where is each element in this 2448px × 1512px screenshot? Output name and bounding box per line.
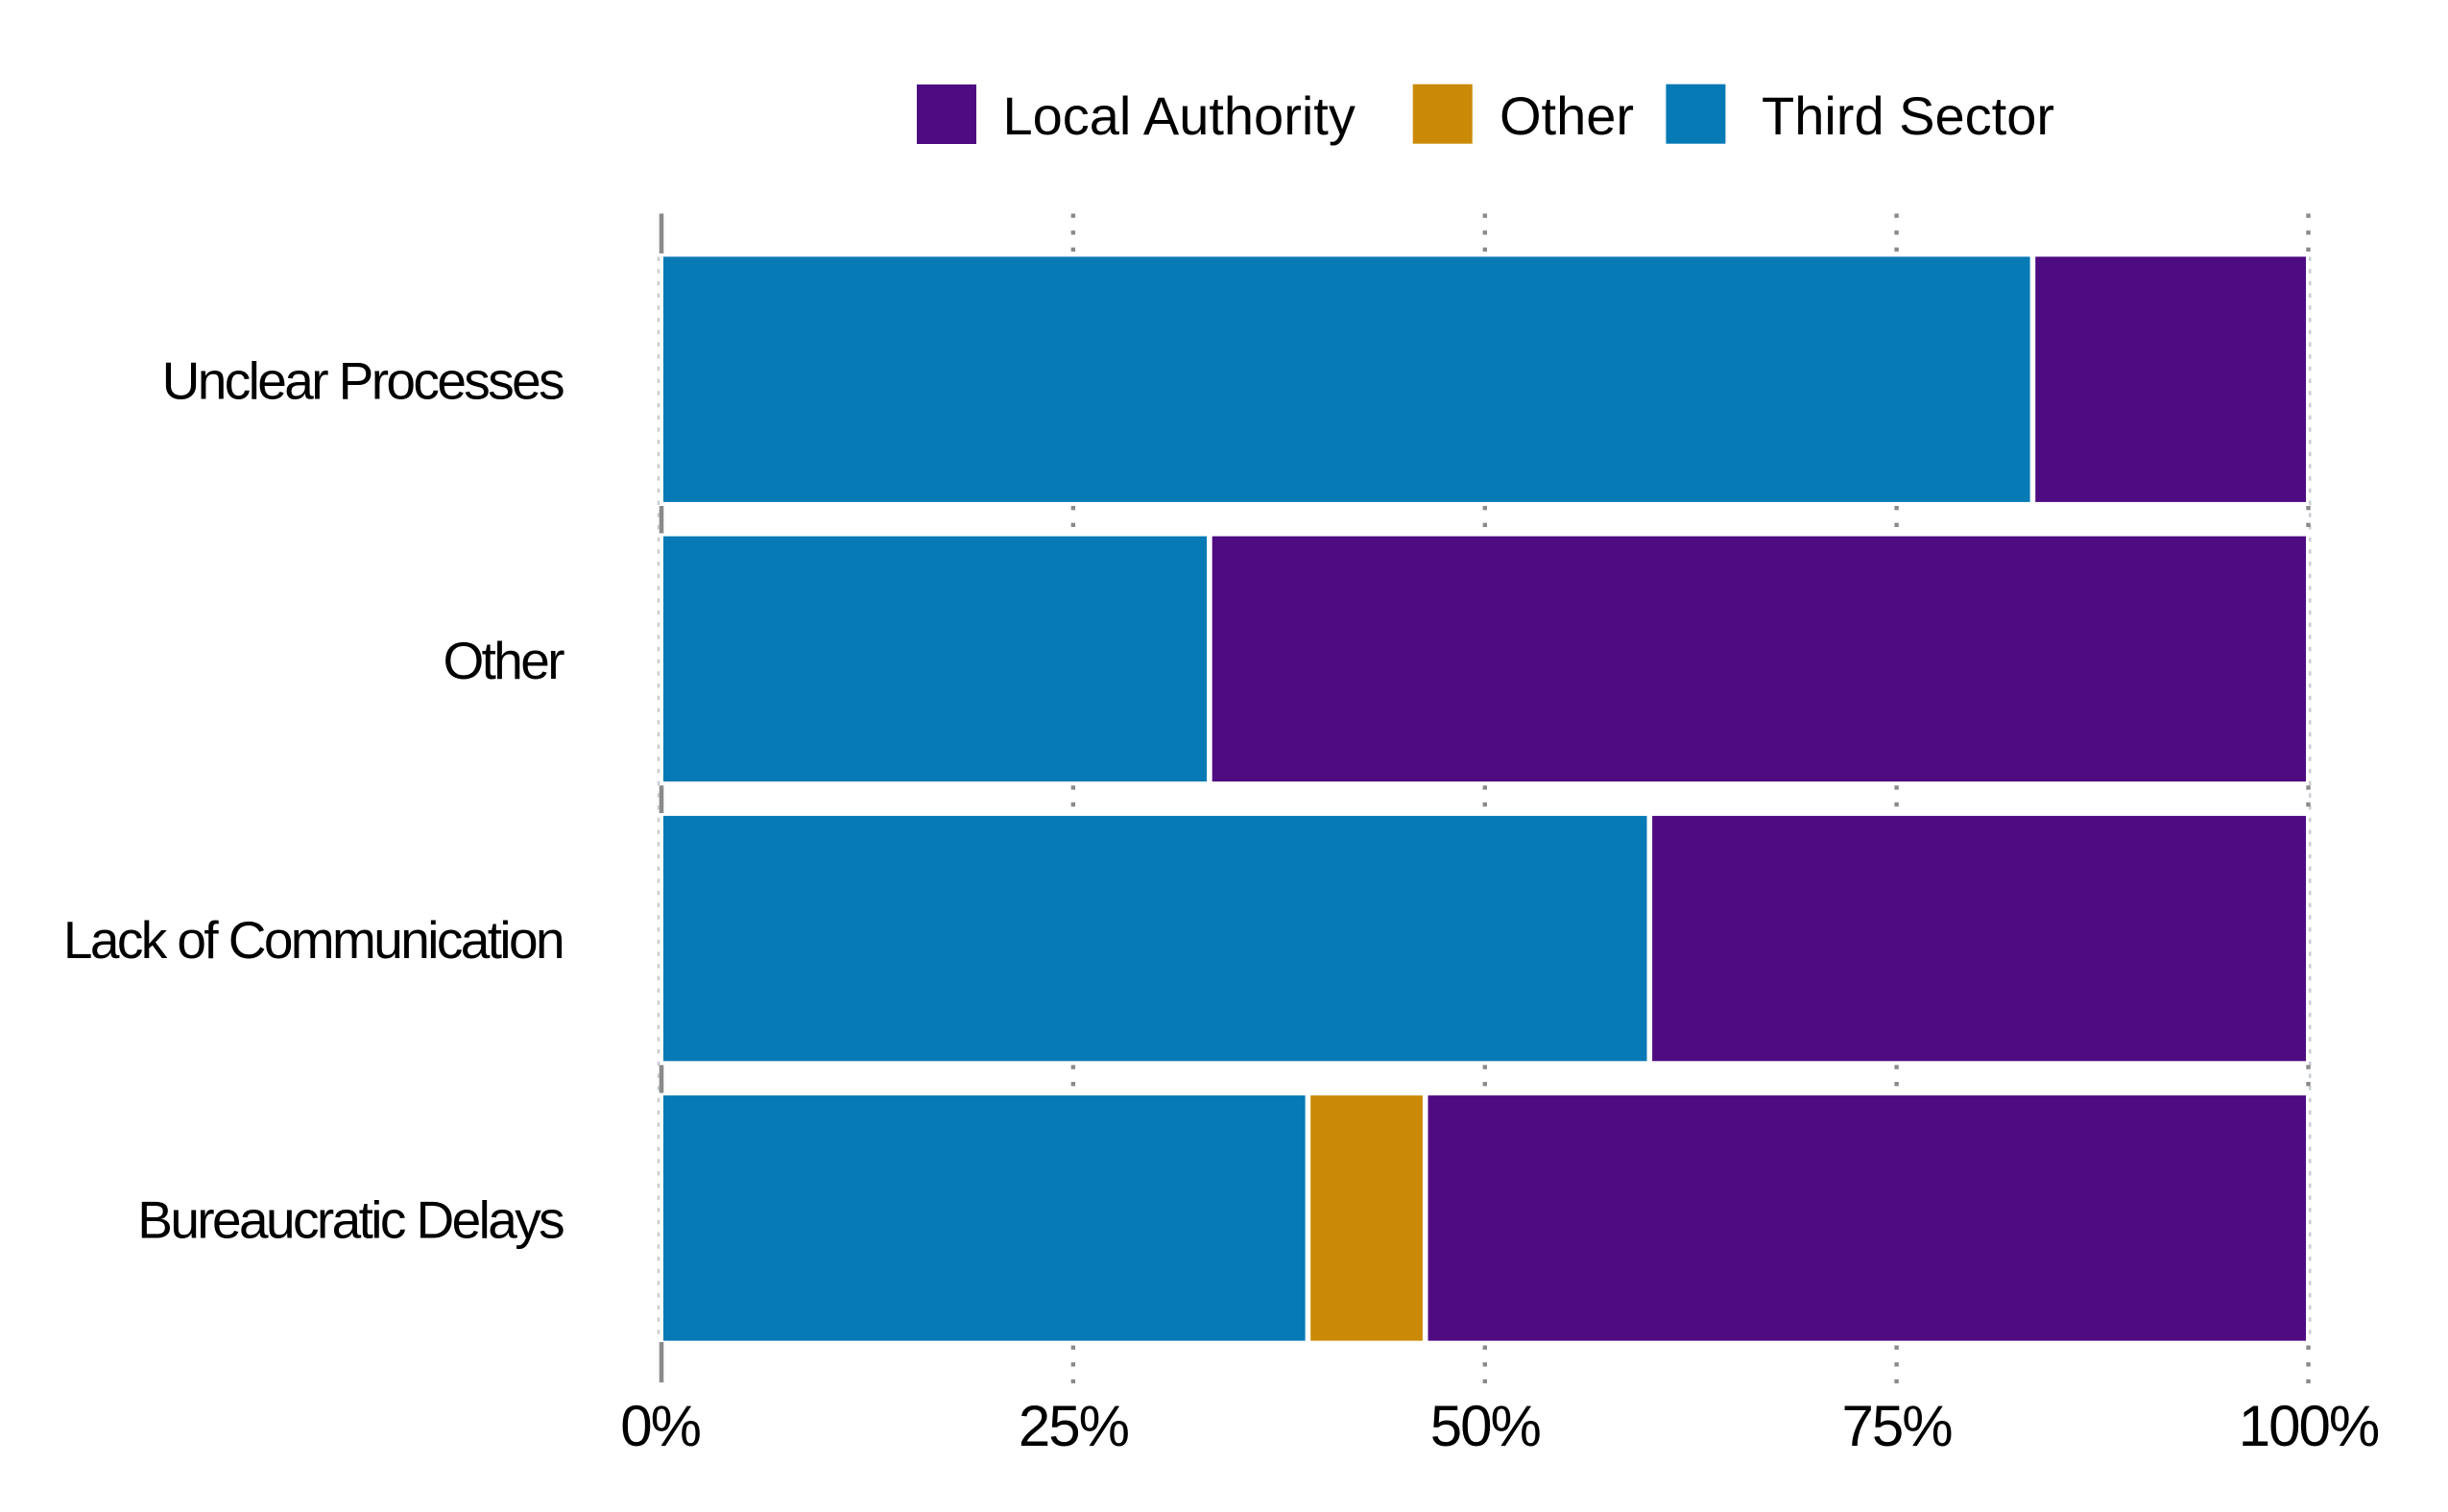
svg-text:Lack of Communication: Lack of Communication: [63, 910, 563, 970]
svg-text:0%: 0%: [620, 1394, 700, 1458]
svg-text:Third Sector: Third Sector: [1762, 85, 2054, 146]
svg-text:75%: 75%: [1842, 1394, 1953, 1458]
svg-text:100%: 100%: [2239, 1394, 2379, 1458]
svg-text:Other: Other: [1500, 85, 1634, 146]
svg-text:25%: 25%: [1019, 1394, 1129, 1458]
svg-text:Other: Other: [443, 631, 564, 690]
svg-text:Local Authority: Local Authority: [1003, 85, 1356, 146]
svg-text:Unclear Processes: Unclear Processes: [162, 351, 564, 411]
svg-text:Bureaucratic Delays: Bureaucratic Delays: [137, 1189, 564, 1249]
svg-text:50%: 50%: [1430, 1394, 1541, 1458]
